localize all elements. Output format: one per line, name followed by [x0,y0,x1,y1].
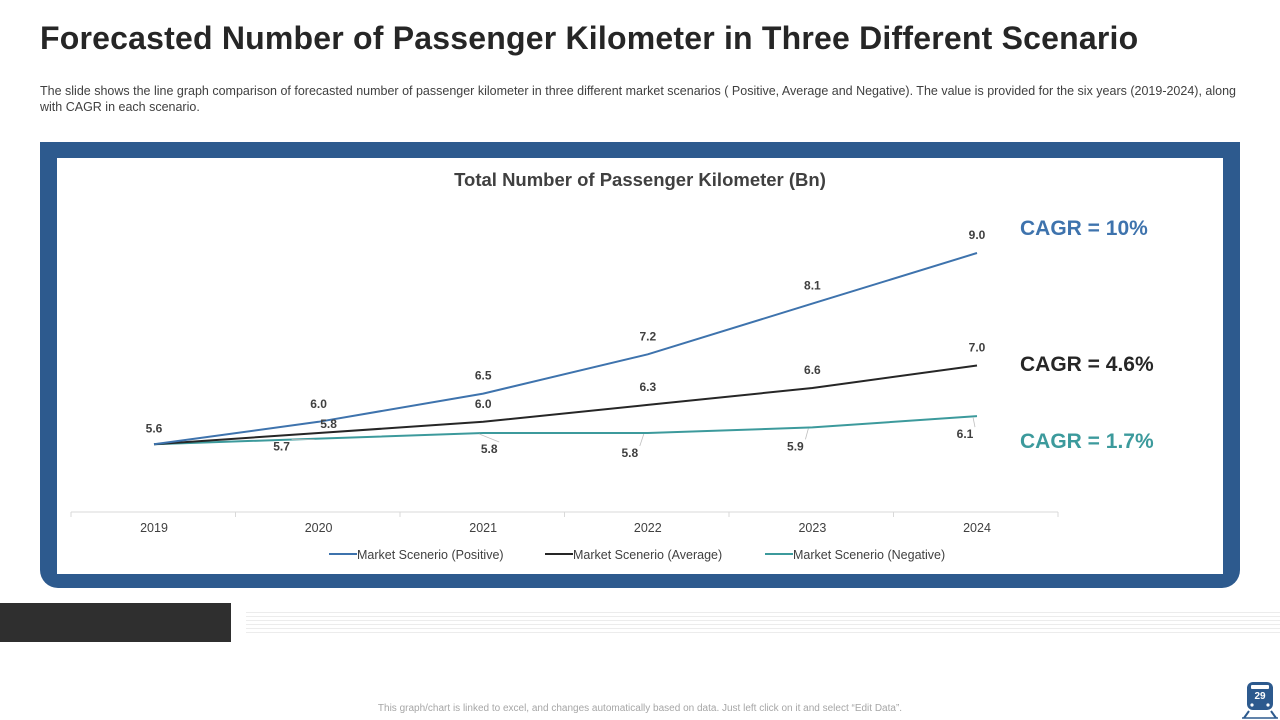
page-number: 29 [1254,691,1266,702]
data-label-negative-2024: 6.1 [957,427,974,441]
data-label-leader [479,433,500,443]
cagr-positive: CAGR = 10% [1020,217,1148,240]
train-page-icon: 29 [1242,682,1278,719]
data-label-negative-2020: 5.7 [273,440,290,454]
footer-stripes [246,612,1280,634]
footnote: This graph/chart is linked to excel, and… [377,703,903,714]
chart-panel[interactable]: Total Number of Passenger Kilometer (Bn)… [57,158,1223,574]
chart-frame: Total Number of Passenger Kilometer (Bn)… [40,142,1240,588]
data-label-average-2024: 7.0 [969,341,986,355]
data-label-negative-2021: 5.8 [481,442,498,456]
cagr-negative: CAGR = 1.7% [1020,430,1154,453]
data-label-negative-2022: 5.8 [621,446,638,460]
data-label-leader [639,433,645,447]
cagr-average: CAGR = 4.6% [1020,353,1154,376]
series-line-average [153,364,978,446]
data-label-positive-2024: 9.0 [969,228,986,242]
page-title: Forecasted Number of Passenger Kilometer… [40,20,1139,56]
data-label-average-2023: 6.6 [804,363,821,377]
line-chart[interactable]: Total Number of Passenger Kilometer (Bn)… [57,158,1223,574]
data-label-positive-2020: 6.0 [310,397,327,411]
legend-label-average: Market Scenerio (Average) [573,548,722,562]
footer-dark-bar [0,603,231,642]
data-label-positive-2022: 7.2 [639,329,656,343]
x-tick-label-2020: 2020 [305,521,333,535]
legend-label-positive: Market Scenerio (Positive) [357,548,504,562]
series-line-positive [153,252,978,446]
data-label-leader [805,428,809,440]
data-label-negative-2023: 5.9 [787,439,804,453]
x-tick-label-2024: 2024 [963,521,991,535]
slide-description: The slide shows the line graph compariso… [40,84,1236,114]
x-tick-label-2023: 2023 [798,521,826,535]
series-line-negative [153,415,978,446]
legend-label-negative: Market Scenerio (Negative) [793,548,945,562]
data-label-average-2021: 6.0 [475,397,492,411]
data-label-leader [972,417,976,428]
x-tick-label-2021: 2021 [469,521,497,535]
data-label-positive-2019: 5.6 [146,421,163,435]
data-label-positive-2021: 6.5 [475,369,492,383]
x-tick-label-2022: 2022 [634,521,662,535]
data-label-positive-2023: 8.1 [804,279,821,293]
chart-title: Total Number of Passenger Kilometer (Bn) [454,169,826,190]
x-tick-label-2019: 2019 [140,521,168,535]
data-label-average-2022: 6.3 [639,380,656,394]
data-label-average-2020: 5.8 [320,417,337,431]
